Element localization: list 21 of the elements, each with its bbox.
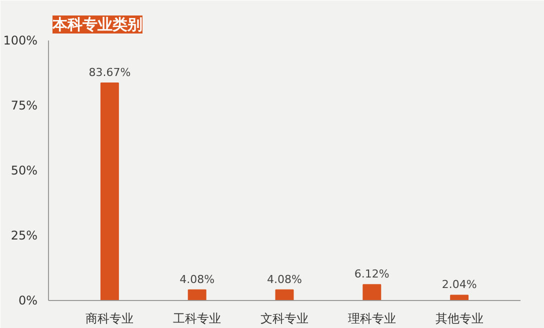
y-tick-label: 25% bbox=[10, 228, 38, 242]
data-label: 4.08% bbox=[180, 272, 215, 286]
data-label: 6.12% bbox=[354, 268, 390, 281]
data-label: 4.08% bbox=[267, 272, 302, 286]
bar bbox=[100, 82, 119, 300]
y-tick-label: 0% bbox=[18, 294, 38, 308]
chart-title: 本科专业类别 bbox=[52, 16, 142, 34]
x-tick-label: 理科专业 bbox=[348, 312, 396, 326]
data-label: 83.67% bbox=[88, 66, 131, 79]
x-tick-label: 工科专业 bbox=[173, 312, 222, 326]
bar bbox=[275, 289, 294, 300]
bar bbox=[450, 294, 469, 300]
bar bbox=[362, 284, 382, 300]
y-tick-label: 75% bbox=[10, 98, 38, 112]
x-tick-label: 商科专业 bbox=[86, 312, 134, 326]
x-tick-label: 其他专业 bbox=[435, 312, 484, 326]
y-tick-label: 50% bbox=[10, 164, 38, 178]
bar bbox=[188, 289, 206, 300]
y-tick-label: 100% bbox=[3, 34, 38, 48]
x-tick-label: 文科专业 bbox=[260, 312, 308, 326]
data-label: 2.04% bbox=[442, 278, 477, 292]
